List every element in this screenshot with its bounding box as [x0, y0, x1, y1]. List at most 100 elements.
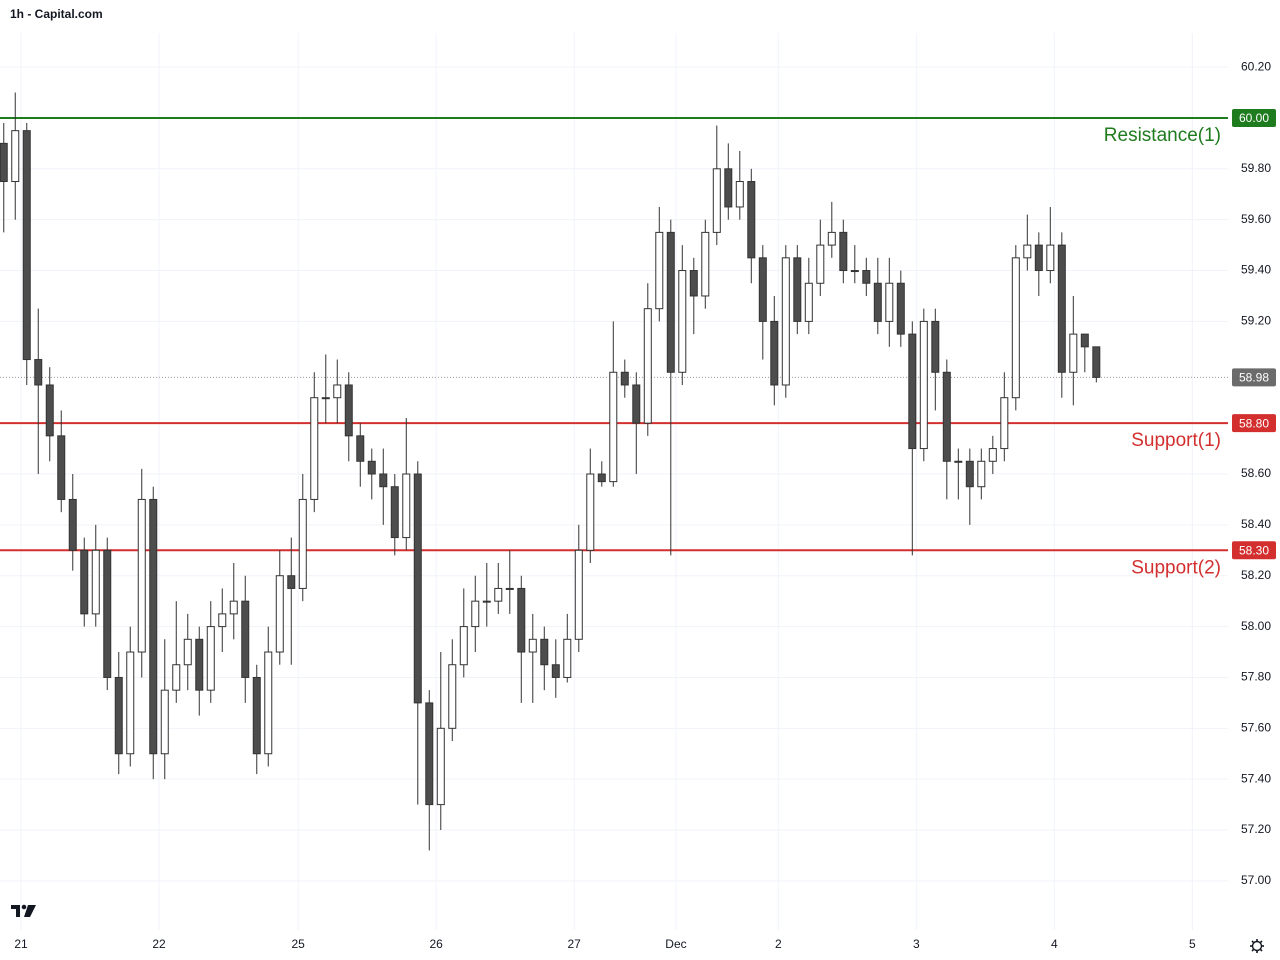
y-tick-label: 57.60 — [1241, 720, 1271, 734]
level-name: Support(2) — [1131, 557, 1221, 578]
y-tick-label: 58.20 — [1241, 568, 1271, 582]
x-tick-label: 3 — [913, 937, 920, 951]
candle-body — [758, 257, 767, 322]
candle-body — [298, 498, 307, 589]
candle-body — [11, 130, 20, 183]
x-tick-label: Dec — [665, 937, 686, 951]
candle-body — [321, 397, 330, 400]
candle-body — [448, 664, 457, 729]
candle-body — [126, 651, 135, 755]
candle-body — [827, 231, 836, 246]
candle-body — [678, 270, 687, 373]
candle-body — [333, 384, 342, 399]
y-tick-label: 57.40 — [1241, 771, 1271, 785]
candle-body — [977, 460, 986, 488]
candle-body — [149, 498, 158, 755]
candle-body — [1069, 333, 1078, 373]
candle-body — [1011, 257, 1020, 399]
x-tick-label: 4 — [1051, 937, 1058, 951]
candle-body — [954, 460, 963, 463]
last-price-label: 58.98 — [1239, 371, 1269, 385]
candle-body — [839, 231, 848, 272]
candle-body — [793, 257, 802, 322]
candle-body — [908, 333, 917, 450]
levels: Resistance(1) Support(1) Support(2) — [0, 116, 1228, 578]
candle-body — [287, 575, 296, 589]
candle-body — [942, 371, 951, 462]
candle-body — [505, 587, 514, 590]
candle-body — [57, 435, 66, 500]
y-tick-label: 57.20 — [1241, 822, 1271, 836]
settings-icon[interactable] — [1250, 939, 1264, 953]
candle-body — [1023, 244, 1032, 259]
candle-body — [91, 549, 100, 615]
candle-body — [264, 651, 273, 755]
candle-body — [597, 473, 606, 483]
candle-body — [919, 320, 928, 450]
candle-body — [747, 181, 756, 259]
candle-body — [620, 371, 629, 386]
candle-body — [425, 702, 434, 806]
y-tick-label: 59.80 — [1241, 161, 1271, 175]
y-tick-label: 58.40 — [1241, 517, 1271, 531]
candle-body — [367, 460, 376, 475]
candle-body — [609, 371, 618, 483]
candle-body — [459, 626, 468, 666]
candle-body — [356, 435, 365, 462]
x-tick-label: 5 — [1189, 937, 1196, 951]
x-tick-label: 26 — [429, 937, 443, 951]
candle-body — [689, 270, 698, 297]
candle-body — [724, 168, 733, 208]
candle-body — [252, 676, 261, 755]
candle-body — [528, 638, 537, 653]
candle-body — [896, 282, 905, 335]
candle-body — [655, 231, 664, 310]
candle-body — [436, 727, 445, 806]
candle-body — [482, 600, 491, 603]
candle-body — [45, 384, 54, 437]
candle-body — [494, 587, 503, 602]
y-tick-label: 57.00 — [1241, 873, 1271, 887]
candle-body — [643, 308, 652, 424]
candle-body — [735, 181, 744, 208]
level-price-box — [1232, 108, 1276, 127]
candle-body — [873, 282, 882, 322]
candle-body — [172, 664, 181, 691]
candle-body — [390, 486, 399, 539]
level-price-label: 58.80 — [1239, 416, 1269, 430]
candle-body — [1080, 333, 1089, 348]
y-tick-label: 59.40 — [1241, 263, 1271, 277]
candle-body — [931, 320, 940, 373]
candle-body — [816, 244, 825, 284]
candle-body — [195, 638, 204, 691]
logo[interactable] — [11, 904, 36, 917]
x-tick-label: 27 — [568, 937, 582, 951]
candle-body — [701, 231, 710, 297]
grid — [0, 33, 1228, 930]
level-name: Resistance(1) — [1104, 125, 1221, 146]
candle-body — [22, 130, 31, 361]
chart-title: 1h - Capital.com — [10, 7, 103, 21]
candle-body — [114, 676, 123, 755]
candle-body — [310, 397, 319, 500]
candle-body — [103, 549, 112, 678]
candle-body — [1034, 244, 1043, 272]
candle-body — [781, 257, 790, 386]
candle-body — [0, 142, 8, 183]
level-price-label: 60.00 — [1239, 111, 1269, 125]
x-tick-label: 2 — [775, 937, 782, 951]
y-tick-label: 59.60 — [1241, 212, 1271, 226]
candles — [0, 92, 1101, 851]
candle-body — [160, 689, 169, 755]
x-tick-label: 21 — [14, 937, 28, 951]
candle-body — [206, 626, 215, 691]
candle-body — [344, 384, 353, 437]
x-tick-label: 22 — [152, 937, 166, 951]
candle-body — [241, 600, 250, 678]
level-price-label: 58.30 — [1239, 543, 1269, 557]
candle-body — [471, 600, 480, 628]
candle-body — [402, 473, 411, 539]
candle-body — [1000, 397, 1009, 450]
